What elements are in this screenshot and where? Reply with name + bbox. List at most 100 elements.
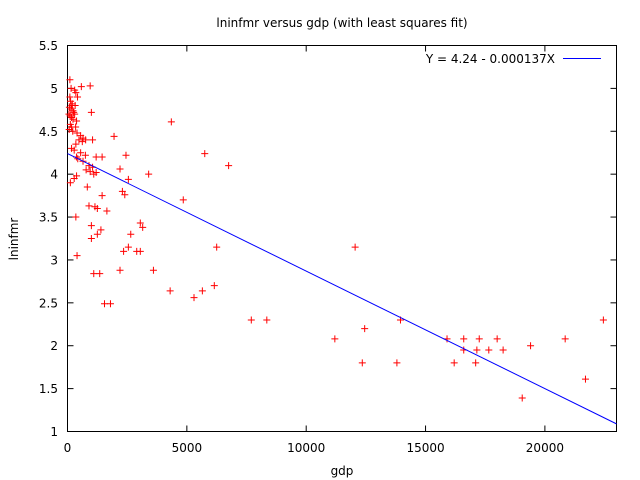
y-tick-label: 5 <box>50 82 58 96</box>
data-point <box>201 150 209 158</box>
data-point <box>70 174 78 182</box>
data-point <box>475 335 483 343</box>
y-tick-label: 3.5 <box>39 211 58 225</box>
data-point <box>66 179 74 187</box>
data-point <box>472 359 480 367</box>
data-point <box>263 316 271 324</box>
data-point <box>120 247 128 255</box>
data-point <box>73 252 81 260</box>
data-point <box>527 342 535 350</box>
data-point <box>210 282 218 290</box>
data-point <box>73 129 81 137</box>
y-tick-label: 4 <box>50 168 58 182</box>
data-point <box>116 266 124 274</box>
data-point <box>86 82 94 90</box>
data-point <box>87 235 95 242</box>
y-axis-label: lninfmr <box>7 218 21 261</box>
data-point <box>69 115 77 123</box>
data-point <box>473 346 481 354</box>
data-point <box>65 126 73 134</box>
data-point <box>66 112 74 120</box>
data-point <box>139 223 147 231</box>
data-point <box>77 83 85 91</box>
data-point <box>92 153 100 161</box>
data-point <box>69 127 77 135</box>
data-point <box>73 117 81 125</box>
data-point <box>493 335 501 343</box>
x-tick-label: 20000 <box>526 441 564 455</box>
y-tick-label: 4.5 <box>39 125 58 139</box>
data-point <box>106 300 114 308</box>
data-point <box>97 226 105 234</box>
x-tick-label: 15000 <box>406 441 444 455</box>
data-point <box>179 196 187 204</box>
legend-fit-label: Y = 4.24 - 0.000137X <box>425 52 555 66</box>
data-point <box>81 151 89 159</box>
data-point <box>96 270 104 278</box>
x-axis: 0 5000 10000 15000 20000 <box>64 45 564 455</box>
data-point <box>71 102 79 110</box>
data-point <box>247 316 255 324</box>
data-point <box>68 114 76 122</box>
y-tick-label: 5.5 <box>39 39 58 53</box>
data-point <box>358 359 366 367</box>
y-tick-label: 2.5 <box>39 296 58 310</box>
data-point <box>190 294 198 302</box>
data-point <box>116 165 124 173</box>
data-point <box>393 359 401 367</box>
data-point <box>74 93 82 101</box>
data-point <box>198 287 206 295</box>
data-point <box>75 136 83 144</box>
data-point <box>72 213 80 221</box>
data-point <box>98 192 106 200</box>
data-point <box>70 146 78 154</box>
data-point <box>65 103 73 111</box>
data-point <box>103 207 111 215</box>
data-point <box>460 335 468 343</box>
data-point <box>87 222 95 230</box>
data-point <box>72 140 80 148</box>
y-tick-label: 1 <box>50 425 58 439</box>
plot-frame <box>67 45 617 432</box>
least-squares-fit-line <box>67 153 617 425</box>
data-point <box>167 118 175 126</box>
data-point <box>86 168 94 176</box>
data-point <box>72 89 80 97</box>
data-point <box>225 162 233 170</box>
data-point <box>361 325 369 333</box>
data-point <box>77 149 85 157</box>
data-point <box>85 202 93 210</box>
data-point <box>83 183 91 191</box>
chart-title: lninfmr versus gdp (with least squares f… <box>216 16 467 30</box>
data-point <box>213 243 221 251</box>
data-point <box>90 170 98 178</box>
data-point <box>136 219 144 227</box>
y-axis: 1 1.5 2 2.5 3 3.5 4 4.5 5 5.5 <box>39 39 617 439</box>
data-point <box>67 84 75 92</box>
data-point <box>89 136 97 144</box>
data-point <box>518 394 526 402</box>
data-point <box>122 151 130 159</box>
data-point <box>70 108 78 116</box>
data-point <box>100 300 108 308</box>
x-axis-label: gdp <box>331 464 354 478</box>
data-point <box>561 335 569 343</box>
data-point <box>599 316 607 324</box>
data-point <box>69 107 77 115</box>
data-point <box>581 375 589 383</box>
data-point <box>331 335 339 343</box>
data-point <box>127 230 135 238</box>
x-tick-label: 10000 <box>287 441 325 455</box>
data-point <box>72 123 80 131</box>
data-point <box>90 270 98 278</box>
data-point <box>485 346 493 354</box>
data-point <box>136 247 144 255</box>
data-point <box>93 230 101 238</box>
data-point <box>78 138 86 146</box>
data-point <box>166 287 174 295</box>
data-point <box>82 166 90 174</box>
y-tick-label: 1.5 <box>39 382 58 396</box>
data-point <box>145 170 153 178</box>
y-tick-label: 3 <box>50 253 58 267</box>
